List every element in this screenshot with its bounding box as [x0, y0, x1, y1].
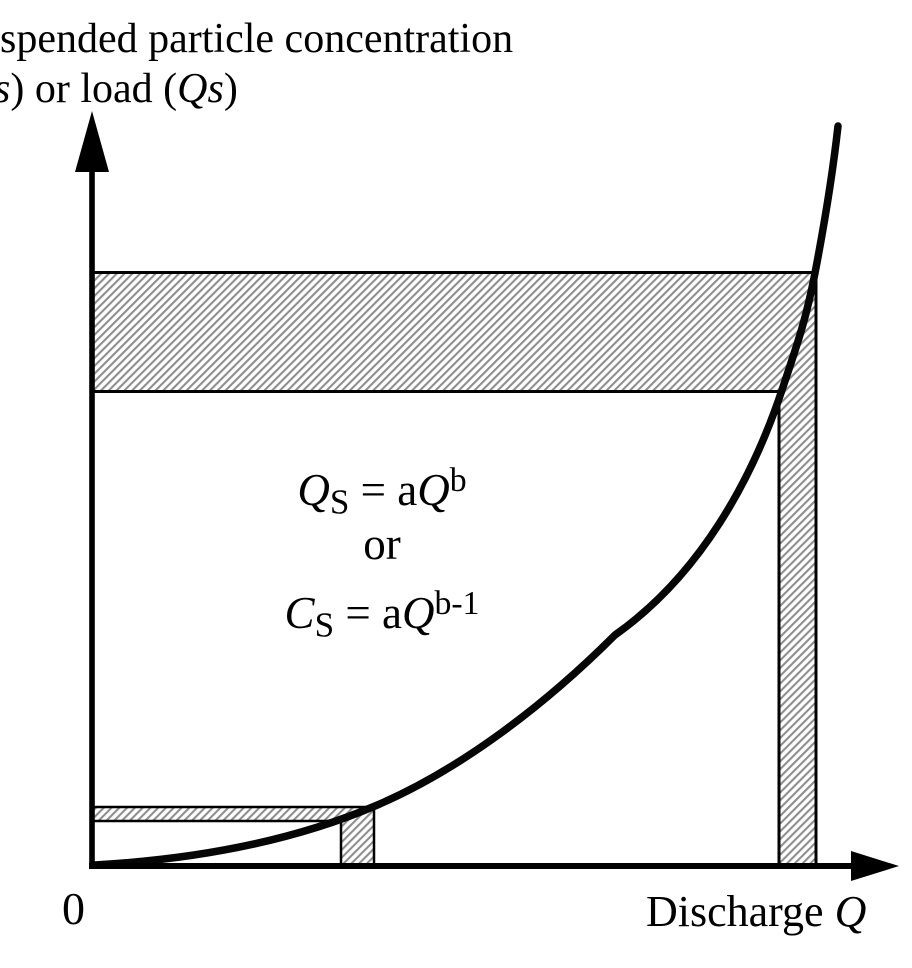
y-axis-label-or-load: ) or load ( [10, 66, 178, 112]
eq2-exponent: b-1 [434, 585, 480, 622]
origin-label: 0 [62, 883, 85, 934]
rating-curve [91, 122, 842, 869]
equation-line-2: CS = aQb-1 [162, 577, 602, 653]
eq2-equals-coeff: = a [334, 588, 402, 639]
y-axis-line [89, 160, 95, 869]
y-axis-label-close-paren: ) [223, 66, 238, 112]
y-axis-label-qs: Qs [177, 66, 224, 112]
eq2-var: C [284, 588, 315, 639]
equation-line-1: QS = aQb [162, 454, 602, 530]
y-axis-label-line1: spended particle concentration [0, 16, 514, 62]
eq2-subscript: S [314, 605, 335, 645]
x-axis-label: Discharge Q [646, 886, 866, 937]
or-label: or [363, 519, 401, 569]
y-axis-label: spended particle concentration s) or loa… [0, 14, 513, 114]
eq1-equals-coeff: = a [349, 465, 418, 516]
x-axis-arrowhead [851, 851, 899, 881]
x-axis-label-text: Discharge [646, 887, 835, 936]
y-axis-arrowhead [75, 111, 109, 172]
eq1-var: Q [297, 465, 330, 516]
low-flow-range-band [89, 805, 376, 868]
eq1-var2: Q [417, 465, 450, 516]
x-axis-label-var: Q [834, 887, 867, 936]
x-axis-line [89, 863, 853, 869]
eq1-subscript: S [329, 482, 350, 522]
eq1-exponent: b [449, 462, 467, 499]
y-axis-label-line2: s) or load (Qs) [0, 64, 513, 114]
eq2-var2: Q [401, 588, 435, 639]
y-axis-label-cs-fragment: s [0, 66, 10, 112]
